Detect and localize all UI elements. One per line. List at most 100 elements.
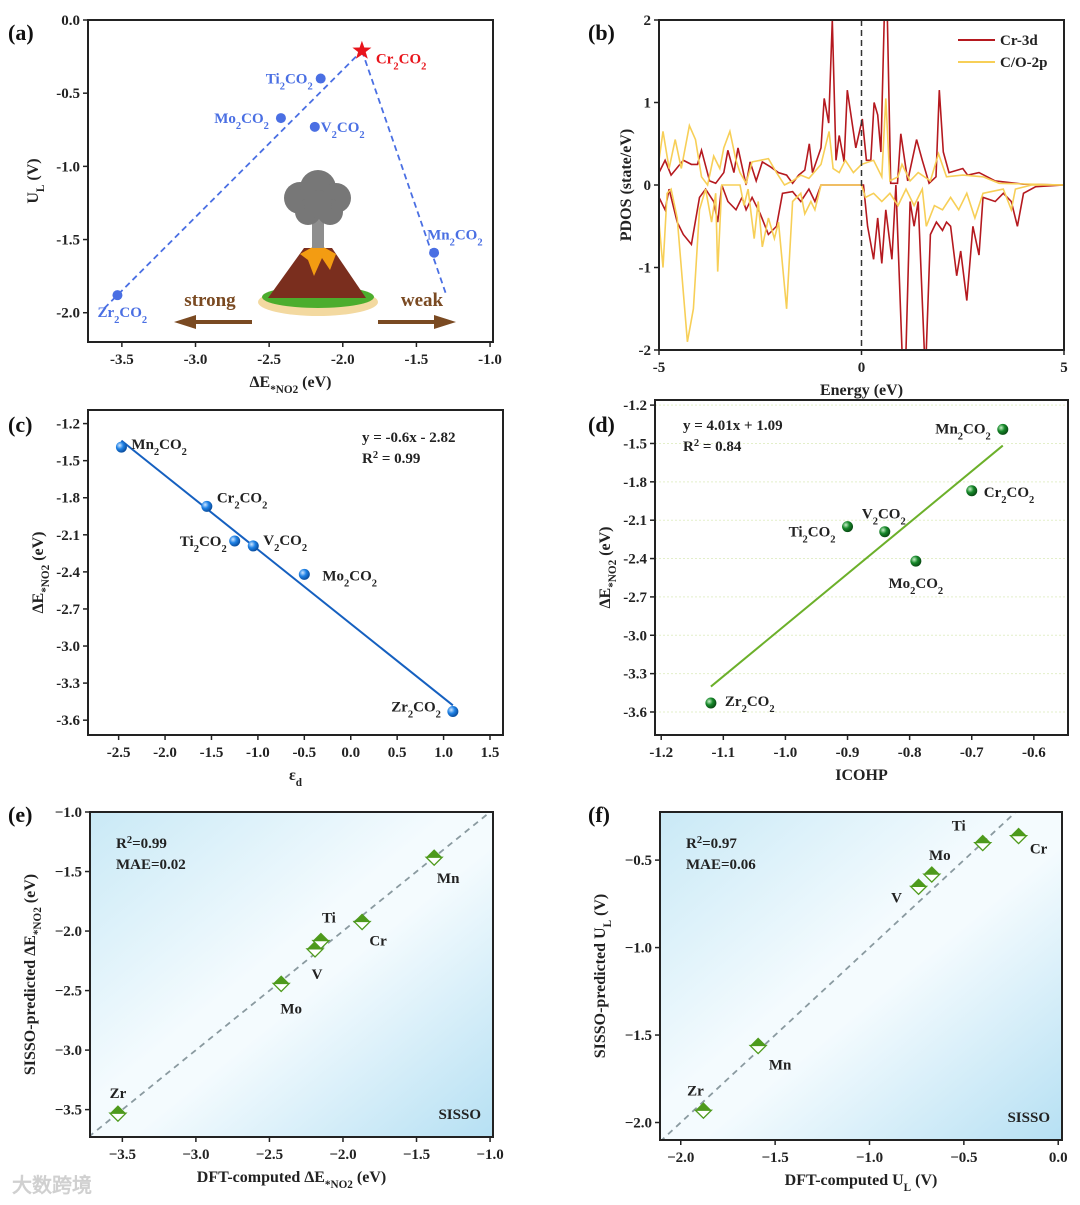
point-zr [109,1105,126,1114]
x-tick-label: −2.0 [667,1150,694,1166]
panel-label: (d) [588,412,615,437]
x-tick-label: 5 [1060,360,1068,376]
point-v [910,878,927,887]
point-ti2co2 [842,521,854,533]
y-tick-label: -1.2 [623,398,647,414]
point-v-lower [908,885,929,896]
x-tick-label: 0 [858,360,866,376]
x-tick-label: -0.5 [292,745,316,761]
y-axis-label: ΔE*NO2 (eV) [30,532,52,614]
point-v2co2 [247,540,259,552]
point-label-cr: Cr [369,934,387,950]
y-tick-label: -1.5 [623,436,647,452]
x-tick-label: 0.0 [1049,1150,1068,1166]
point-label-mo2co2: Mo2CO2 [322,568,377,589]
strong-label: strong [184,290,236,311]
point-mo [923,866,940,875]
x-tick-label: −0.5 [950,1150,977,1166]
y-tick-label: −2.0 [625,1116,652,1132]
volcano-illustration [258,170,378,316]
x-tick-label: −3.0 [182,1147,209,1163]
y-axis-label: SISSO-predicted UL (V) [592,894,614,1059]
y-tick-label: -1 [639,261,652,277]
point-label-mn2co2: Mn2CO2 [427,228,483,249]
legend-label: C/O-2p [1000,55,1048,71]
point-label-mn: Mn [437,871,460,887]
y-axis-label: ΔE*NO2 (eV) [597,527,619,609]
y-tick-label: −3.0 [55,1043,82,1059]
x-axis-label: DFT-computed ΔE*NO2 (eV) [197,1169,386,1191]
x-tick-label: -1.0 [478,352,502,368]
x-tick-label: -0.8 [898,745,922,761]
x-axis-label: ΔE*NO2 (eV) [250,374,332,396]
y-tick-label: -3.0 [56,639,80,655]
y-tick-label: -2.4 [56,565,80,581]
point-mo2co2 [298,568,310,580]
watermark: 大数跨境 [12,1173,92,1197]
point-label-zr: Zr [687,1083,704,1099]
y-tick-label: −1.5 [625,1028,652,1044]
point-ti [312,932,329,941]
point-zr2co2 [112,290,123,301]
y-tick-label: −0.5 [625,853,652,869]
y-tick-label: -1.8 [56,491,80,507]
point-mo [273,975,290,984]
series-Cr3d-spin-down [659,184,1064,350]
smoke-cloud [304,190,332,218]
point-label-zr2co2: Zr2CO2 [391,700,441,721]
volcano-line [103,50,363,309]
point-mo2co2 [275,113,286,124]
series-CO2p-spin-down [659,184,1064,342]
x-tick-label: −3.5 [109,1147,136,1163]
y-tick-label: −2.5 [55,984,82,1000]
y-tick-label: -2.7 [56,602,80,618]
method-label: SISSO [1007,1110,1050,1126]
weak-label: weak [401,290,444,311]
point-label-ti2co2: Ti2CO2 [266,72,313,93]
panel-label: (e) [8,802,32,827]
x-tick-label: -1.2 [649,745,673,761]
x-tick-label: -1.1 [711,745,735,761]
series-Cr3d-spin-up [659,20,1064,186]
plot-background [88,410,503,735]
x-tick-label: -0.6 [1022,745,1046,761]
point-ti2co2 [315,73,326,84]
plot-frame [89,811,494,1138]
arrow-right-icon [378,315,456,329]
x-tick-label: -5 [653,360,666,376]
x-axis-label: DFT-computed UL (V) [785,1172,938,1194]
point-label-v2co2: V2CO2 [263,533,307,554]
x-tick-label: -3.5 [110,352,134,368]
plot-area: strong weak [103,50,456,329]
point-label-mn2co2: Mn2CO2 [131,437,187,458]
y-tick-label: 0.0 [61,13,80,29]
arrow-left-icon [174,315,252,329]
y-tick-label: 0 [644,178,652,194]
point-ti2co2 [229,535,241,547]
point-zr2co2 [705,697,717,709]
y-tick-label: -2.1 [623,513,647,529]
point-cr-lower [352,920,372,931]
point-v2co2 [309,121,320,132]
point-label-mn2co2: Mn2CO2 [935,421,991,442]
x-tick-label: -1.5 [200,745,224,761]
panel-a: strong weak Zr2CO2 Mo2CO2 V2CO2 Ti2CO2 Cr2CO2 M… [8,13,502,396]
point-label-mo2co2: Mo2CO2 [214,111,269,131]
point-v2co2 [879,526,891,538]
point-label-v: V [891,890,902,906]
y-tick-label: -3.3 [623,667,647,683]
point-mn-lower [748,1044,768,1055]
panel-label: (f) [588,802,610,827]
r-squared: R2 = 0.99 [362,450,420,468]
y-tick-label: -2.0 [56,306,80,322]
point-mn [426,849,443,858]
x-tick-label: −1.5 [403,1147,430,1163]
y-tick-label: 1 [644,96,652,112]
y-tick-label: -1.0 [56,159,80,175]
plot-frame [654,399,1069,736]
panel-label: (a) [8,20,34,45]
x-tick-label: −2.0 [329,1147,356,1163]
fit-equation: y = -0.6x - 2.82 [362,430,456,446]
point-label-ti: Ti [952,819,966,835]
